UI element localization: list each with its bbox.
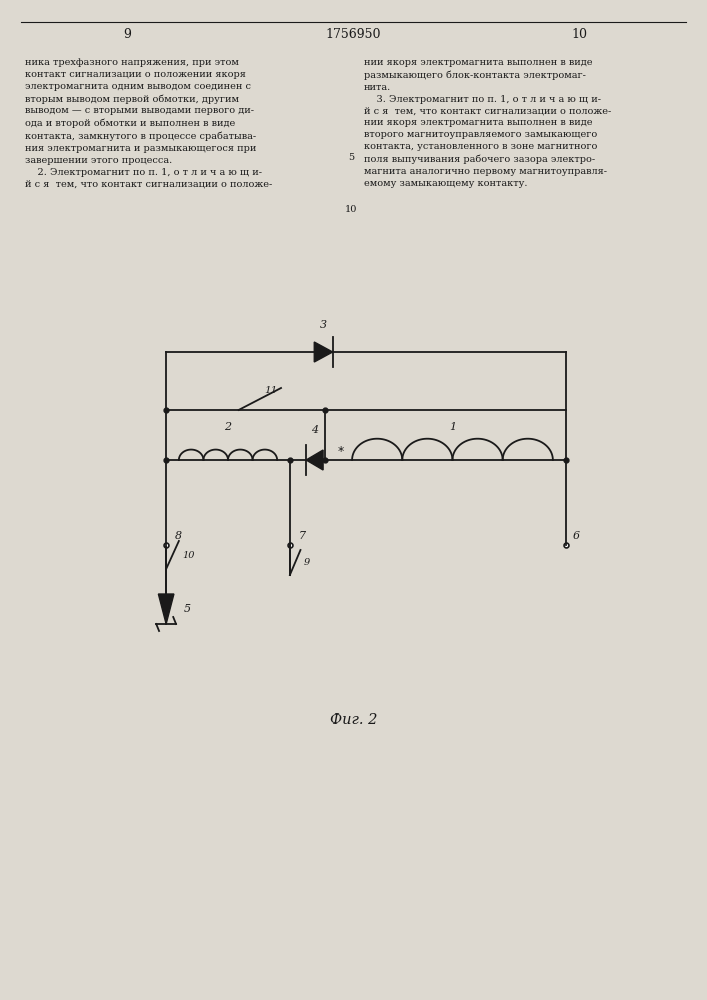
Text: 9: 9 — [123, 28, 132, 41]
Text: Фиг. 2: Фиг. 2 — [329, 713, 378, 727]
Text: 9: 9 — [304, 558, 310, 567]
Text: ника трехфазного напряжения, при этом
контакт сигнализации о положении якоря
эле: ника трехфазного напряжения, при этом ко… — [25, 58, 272, 189]
Text: 7: 7 — [298, 531, 305, 541]
Polygon shape — [315, 342, 333, 362]
Polygon shape — [158, 594, 174, 624]
Polygon shape — [306, 450, 323, 470]
Text: 5: 5 — [184, 604, 191, 614]
Text: 10: 10 — [572, 28, 588, 41]
Text: *: * — [338, 446, 344, 458]
Text: нии якоря электромагнита выполнен в виде
размыкающего блок-контакта электромаг-
: нии якоря электромагнита выполнен в виде… — [364, 58, 612, 188]
Text: 3: 3 — [320, 320, 327, 330]
Text: 6: 6 — [573, 531, 580, 541]
Text: 2: 2 — [224, 422, 232, 432]
Text: 10: 10 — [345, 205, 358, 214]
Text: 4: 4 — [311, 425, 318, 435]
Text: 1: 1 — [449, 422, 456, 432]
Text: 11: 11 — [264, 386, 277, 395]
Text: 8: 8 — [175, 531, 182, 541]
Text: 5: 5 — [349, 152, 354, 161]
Text: 1756950: 1756950 — [326, 28, 381, 41]
Text: 10: 10 — [182, 550, 195, 559]
